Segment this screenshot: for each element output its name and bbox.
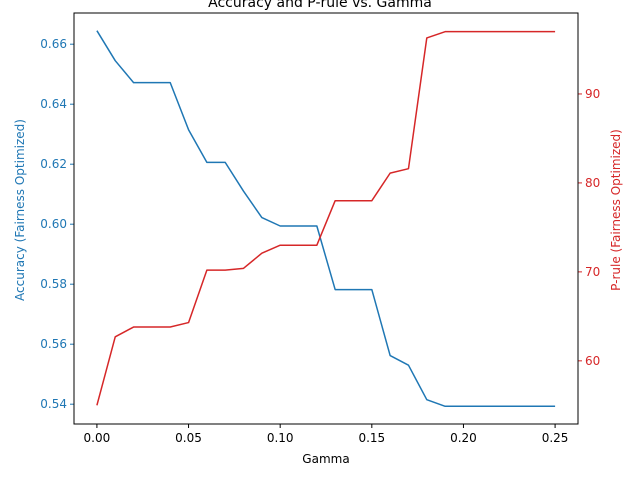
left-y-tick-label: 0.58 bbox=[40, 277, 67, 291]
series-layer bbox=[96, 30, 556, 408]
accuracy-series-line bbox=[96, 30, 556, 408]
x-tick-label: 0.00 bbox=[84, 431, 111, 445]
x-tick-label: 0.20 bbox=[450, 431, 477, 445]
right-y-axis-label: P-rule (Fairness Optimized) bbox=[609, 129, 623, 291]
right-y-tick-label: 70 bbox=[585, 265, 600, 279]
x-tick-label: 0.15 bbox=[358, 431, 385, 445]
x-tick-label: 0.05 bbox=[175, 431, 202, 445]
x-axis-ticks: 0.00 0.05 0.10 0.15 0.20 0.25 bbox=[84, 424, 569, 445]
plot-frame bbox=[73, 12, 579, 425]
right-y-tick-label: 80 bbox=[585, 176, 600, 190]
left-y-axis-label: Accuracy (Fairness Optimized) bbox=[13, 119, 27, 301]
p-rule-series-line bbox=[96, 30, 556, 406]
x-tick-label: 0.10 bbox=[267, 431, 294, 445]
right-y-axis-ticks: 60 70 80 90 bbox=[578, 87, 600, 368]
left-y-tick-label: 0.66 bbox=[40, 37, 67, 51]
left-y-axis-ticks: 0.54 0.56 0.58 0.60 0.62 0.64 0.66 bbox=[40, 37, 74, 411]
chart-title: Accuracy and P-rule vs. Gamma bbox=[208, 0, 432, 11]
left-y-tick-label: 0.64 bbox=[40, 97, 67, 111]
left-y-tick-label: 0.54 bbox=[40, 397, 67, 411]
right-y-tick-label: 90 bbox=[585, 87, 600, 101]
left-y-tick-label: 0.56 bbox=[40, 337, 67, 351]
x-tick-label: 0.25 bbox=[542, 431, 569, 445]
right-y-tick-label: 60 bbox=[585, 354, 600, 368]
left-y-tick-label: 0.62 bbox=[40, 157, 67, 171]
x-axis-label: Gamma bbox=[302, 452, 349, 466]
left-y-tick-label: 0.60 bbox=[40, 217, 67, 231]
